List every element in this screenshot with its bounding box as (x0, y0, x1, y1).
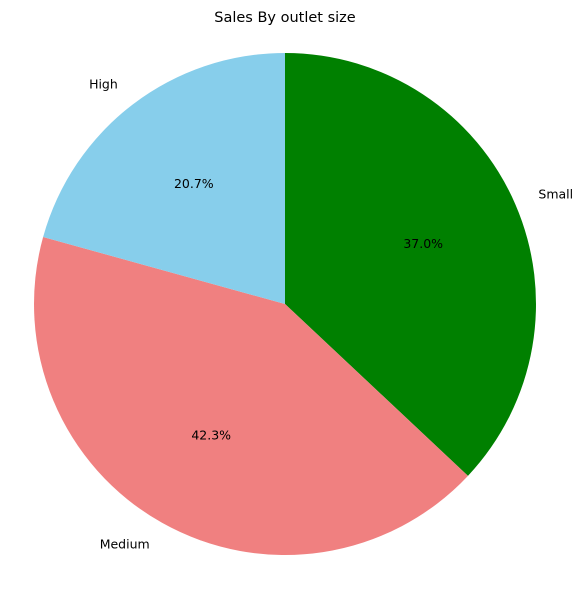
pie-slice-medium (34, 237, 468, 555)
pie-slices (34, 53, 536, 555)
slice-label-small: Small (538, 186, 573, 201)
chart-title: Sales By outlet size (214, 10, 356, 26)
pie-labels: Small 37.0% Medium 42.3% High 20.7% (89, 76, 573, 551)
slice-label-medium: Medium (100, 537, 150, 552)
slice-label-high: High (89, 76, 118, 91)
pie-slice-small (285, 53, 536, 476)
slice-percent-small: 37.0% (403, 236, 443, 251)
pie-slice-high (43, 53, 285, 304)
slice-percent-medium: 42.3% (191, 427, 231, 442)
slice-percent-high: 20.7% (174, 176, 214, 191)
